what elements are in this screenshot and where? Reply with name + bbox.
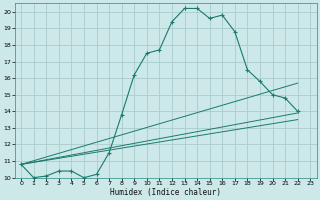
X-axis label: Humidex (Indice chaleur): Humidex (Indice chaleur): [110, 188, 221, 197]
